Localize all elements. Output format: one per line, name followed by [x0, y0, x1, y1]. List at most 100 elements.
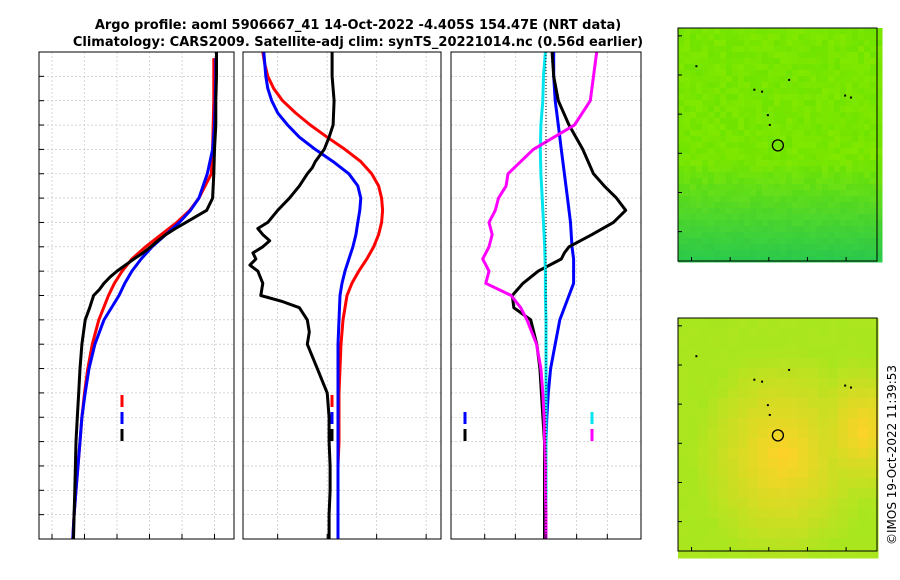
map-cell [798, 130, 805, 137]
map-cell [732, 82, 739, 89]
map-cell [744, 64, 751, 71]
map-cell [762, 226, 769, 233]
map-cell [864, 148, 871, 155]
map-cell [870, 160, 877, 167]
map-cell [756, 76, 763, 83]
map-cell [810, 28, 817, 35]
map-cell [846, 220, 853, 227]
map-cell [768, 478, 779, 489]
map-cell [768, 184, 775, 191]
map-cell [822, 124, 829, 131]
map-cell [708, 478, 719, 489]
map-cell [780, 88, 787, 95]
map-cell [702, 154, 709, 161]
map-cell [852, 244, 859, 251]
map-cell [678, 172, 685, 179]
map-cell [828, 148, 835, 155]
map-cell [678, 428, 689, 439]
map-cell [828, 142, 835, 149]
map-cell [750, 124, 757, 131]
map-cell [750, 100, 757, 107]
map-cell [808, 438, 819, 449]
map-cell [690, 28, 697, 35]
map-cell [728, 398, 739, 409]
map-cell [876, 70, 883, 77]
map-cell [774, 190, 781, 197]
map-cell [750, 46, 757, 53]
map-cell [810, 130, 817, 137]
map-cell [792, 88, 799, 95]
coast-dot [844, 384, 847, 387]
map-cell [822, 130, 829, 137]
map-cell [720, 70, 727, 77]
map-cell [738, 388, 749, 399]
map-cell [868, 408, 879, 419]
map-cell [810, 106, 817, 113]
map-cell [778, 408, 789, 419]
map-cell [808, 418, 819, 429]
map-cell [696, 238, 703, 245]
map-cell [696, 226, 703, 233]
map-cell [858, 256, 865, 263]
map-cell [852, 52, 859, 59]
map-cell [738, 28, 745, 35]
map-cell [804, 64, 811, 71]
map-cell [750, 244, 757, 251]
map-cell [822, 196, 829, 203]
map-cell [748, 378, 759, 389]
map-cell [808, 388, 819, 399]
map-cell [822, 238, 829, 245]
map-cell [684, 94, 691, 101]
map-cell [848, 458, 859, 469]
map-cell [838, 388, 849, 399]
map-cell [786, 64, 793, 71]
map-cell [762, 184, 769, 191]
map-cell [816, 196, 823, 203]
map-cell [798, 208, 805, 215]
map-cell [828, 106, 835, 113]
map-cell [698, 438, 709, 449]
map-cell [858, 438, 869, 449]
map-cell [738, 70, 745, 77]
map-cell [732, 112, 739, 119]
map-cell [870, 232, 877, 239]
map-cell [876, 238, 883, 245]
map-cell [780, 100, 787, 107]
map-cell [864, 244, 871, 251]
map-cell [852, 166, 859, 173]
map-cell [732, 226, 739, 233]
map-cell [732, 166, 739, 173]
map-cell [732, 52, 739, 59]
map-cell [726, 208, 733, 215]
map-cell [718, 508, 729, 519]
map-cell [684, 130, 691, 137]
map-cell [858, 244, 865, 251]
map-cell [756, 142, 763, 149]
map-cell [744, 70, 751, 77]
map-cell [848, 448, 859, 459]
map-cell [798, 202, 805, 209]
map-cell [838, 468, 849, 479]
copyright-label: ©IMOS 19-Oct-2022 11:39:53 [885, 365, 899, 545]
map-cell [786, 154, 793, 161]
map-cell [708, 238, 715, 245]
map-cell [822, 94, 829, 101]
map-cell [870, 250, 877, 257]
map-cell [702, 118, 709, 125]
map-cell [708, 64, 715, 71]
map-cell [828, 328, 839, 339]
map-cell [696, 202, 703, 209]
map-cell [846, 178, 853, 185]
map-cell [840, 58, 847, 65]
map-cell [870, 190, 877, 197]
map-cell [852, 88, 859, 95]
map-cell [822, 220, 829, 227]
map-cell [852, 238, 859, 245]
map-cell [738, 358, 749, 369]
map-cell [714, 88, 721, 95]
map-cell [678, 358, 689, 369]
map-cell [786, 82, 793, 89]
map-cell [852, 202, 859, 209]
map-cell [798, 238, 805, 245]
map-cell [868, 438, 879, 449]
